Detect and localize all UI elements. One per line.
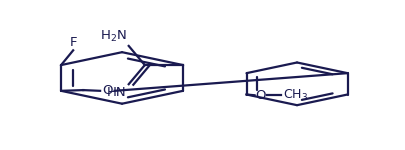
Text: CH$_3$: CH$_3$ xyxy=(283,88,308,103)
Text: O: O xyxy=(102,84,113,97)
Text: O: O xyxy=(255,89,266,102)
Text: H$_2$N: H$_2$N xyxy=(100,29,127,44)
Text: HN: HN xyxy=(107,86,127,99)
Text: F: F xyxy=(69,36,77,49)
